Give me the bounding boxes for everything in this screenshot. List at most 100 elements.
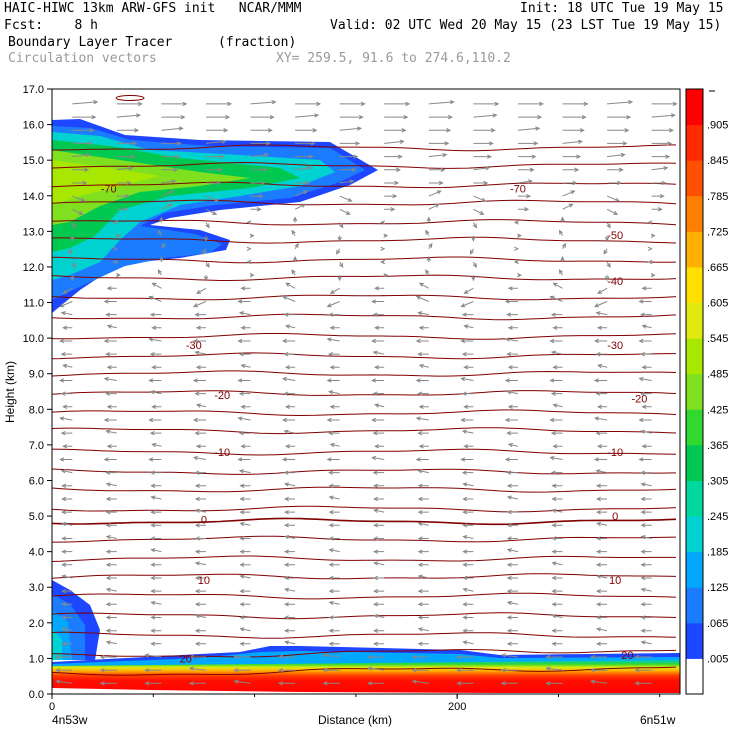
circulation-vector [250,100,277,105]
circulation-vector [192,378,206,383]
circulation-vector [250,114,275,120]
circulation-vector [328,495,340,500]
circulation-vector [384,114,409,120]
circulation-vector [651,154,671,159]
circulation-vector [326,337,340,342]
circulation-vector [471,235,476,242]
circulation-vector [551,575,563,581]
circulation-vector [384,167,402,172]
circulation-vector [206,114,231,120]
circulation-vector [551,588,563,594]
circulation-vector [371,378,385,383]
circulation-vector [161,101,188,107]
circulation-vector [607,167,624,172]
circulation-vector [281,417,296,423]
temperature-contours [52,95,677,676]
circulation-vector [372,312,385,317]
circulation-vector [239,536,251,541]
circulation-vector [604,275,610,282]
circulation-vector [161,126,184,131]
circulation-vector [638,338,652,344]
circulation-vector [150,495,162,500]
circulation-vector [462,640,474,645]
circulation-vector [105,470,117,475]
circulation-vector [383,233,389,238]
circulation-vector [292,255,298,262]
circulation-vector [640,509,652,515]
isotherm-line [52,592,677,600]
circulation-vector [151,404,162,409]
tracer-fill-layer [52,119,680,694]
x-right-endpoint: 6n51w [640,713,676,727]
circulation-vector [634,681,652,686]
valid-time: Valid: 02 UTC Wed 20 May 15 (23 LST Tue … [330,18,722,33]
circulation-vector [194,430,206,436]
circulation-vector [472,222,478,229]
circulation-vector [328,641,340,647]
isotherm-line [52,505,677,513]
circulation-vector [150,536,162,541]
y-tick-label: 4.0 [29,547,44,559]
circulation-vector [105,602,117,607]
circulation-vector [506,390,518,395]
x-axis-label: Distance (km) [318,713,392,727]
circulation-vector [551,614,563,619]
circulation-vector [61,574,73,579]
circulation-vector [417,562,429,568]
circulation-vector [329,287,340,294]
circulation-vector [103,417,117,423]
circulation-vector [150,588,162,594]
circulation-vector [283,602,296,607]
circulation-vector [506,470,518,475]
circulation-vector [551,602,563,607]
circulation-vector [283,549,296,554]
circulation-vector [249,233,255,238]
circulation-vector [417,469,429,474]
circulation-vector [373,588,385,594]
circulation-vector [595,574,608,579]
circulation-vector [506,600,518,606]
circulation-vector [59,378,73,383]
circulation-vector [60,311,73,316]
y-tick-label: 10.0 [23,333,44,345]
circulation-vector [188,666,207,671]
circulation-vector [595,627,608,632]
circulation-vector [604,235,610,242]
colorbar-label: .125 [707,582,728,594]
isotherm-line [52,555,676,562]
circulation-vector [239,588,251,594]
isotherm-line [52,573,677,580]
cross-section-endpoints: XY= 259.5, 91.6 to 274.6,110.2 [276,51,511,66]
contour-label: -30 [186,340,202,352]
circulation-vector [506,312,518,317]
circulation-vector [415,338,429,344]
circulation-vector [283,312,296,317]
circulation-vector [606,208,619,215]
circulation-vector [148,417,162,423]
circulation-vector [150,628,162,633]
circulation-vector [62,404,73,409]
isotherm-line [52,517,677,526]
circulation-vector [595,351,608,357]
circulation-vector [417,588,429,594]
circulation-vector [237,299,251,304]
colorbar-swatch [686,480,703,517]
circulation-vector [294,203,307,210]
circulation-vector [647,259,653,265]
circulation-vector [641,404,652,409]
circulation-vector [411,654,429,660]
circulation-vector [72,141,93,146]
circulation-vector [192,338,206,344]
circulation-vector [462,575,474,581]
circulation-vector [281,376,296,382]
lower-left-tracer-blob [52,628,62,660]
circulation-vector [562,180,578,186]
colorbar-swatch [686,160,703,197]
circulation-vector [374,286,385,291]
circulation-vector [513,259,519,265]
circulation-vector [461,429,474,434]
circulation-vector [194,523,206,528]
circulation-vector [240,444,251,449]
circulation-vector [551,536,563,541]
circulation-vector [150,483,162,488]
